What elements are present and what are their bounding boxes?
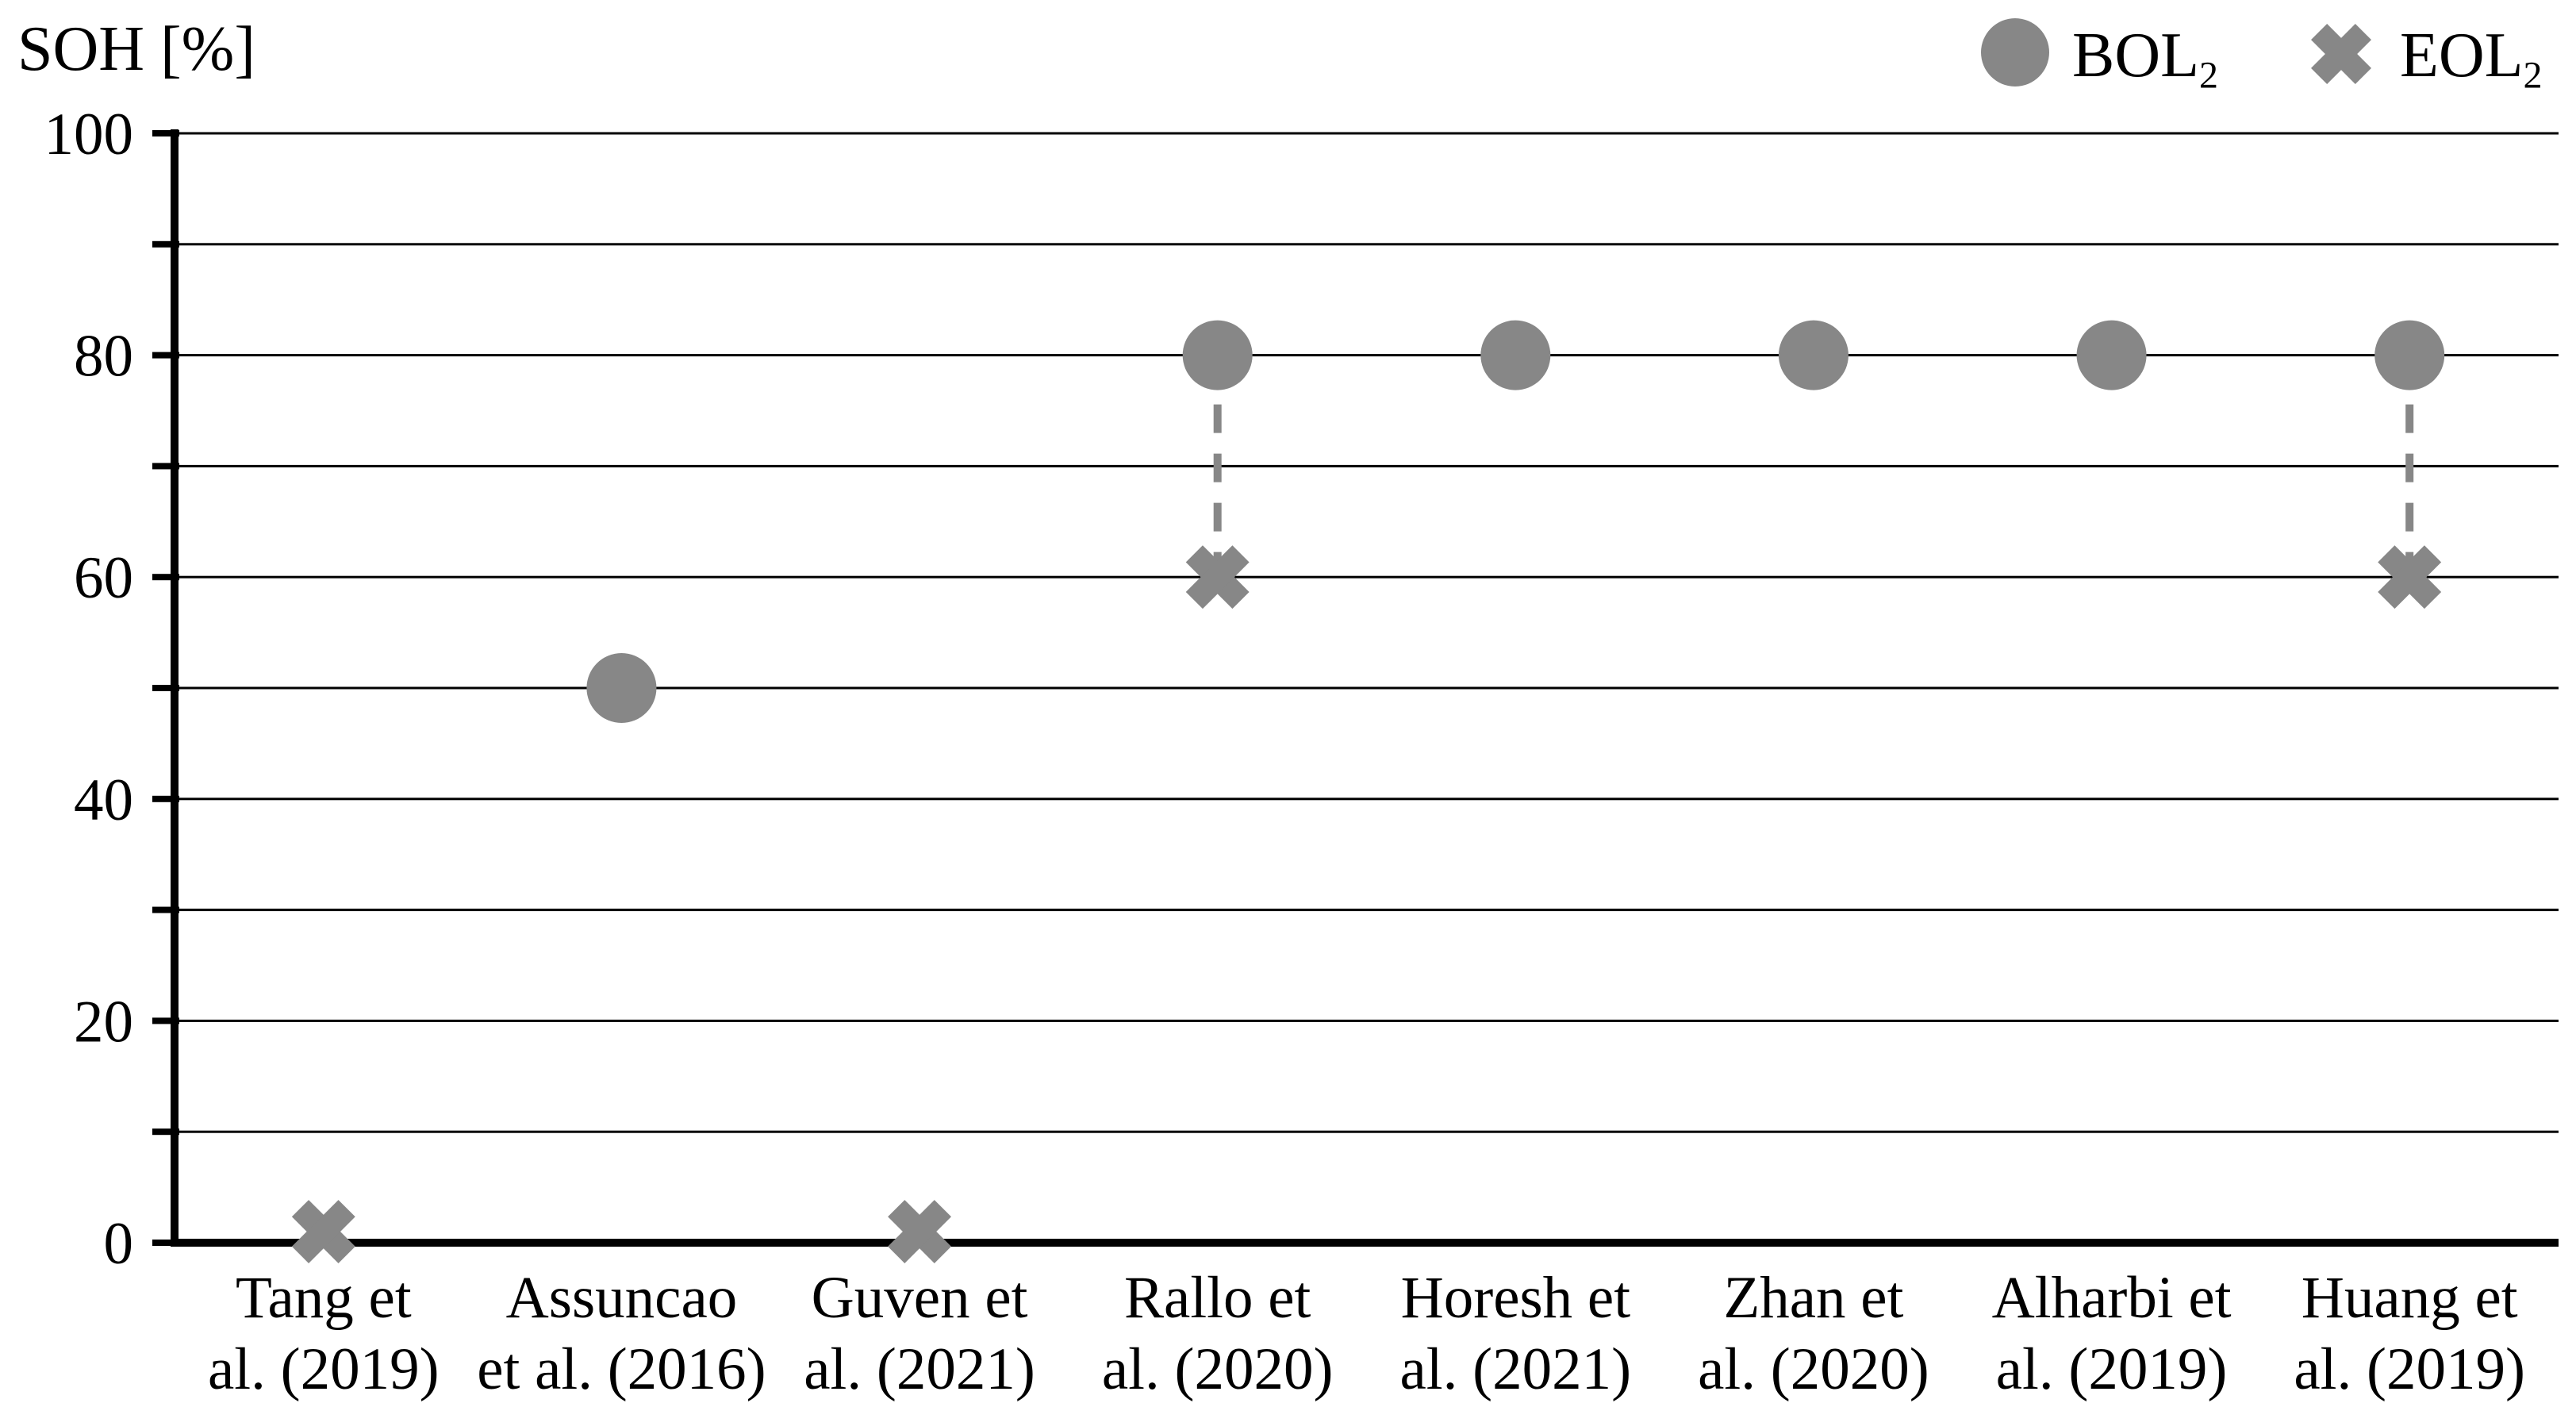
gridline [175,798,2559,801]
y-axis-tick [152,1128,179,1136]
x-marker-arm [2310,23,2372,85]
x-category-label: Assuncao [506,1265,738,1331]
x-category-label: Huang et [2302,1265,2518,1331]
x-category-label: al. (2020) [1102,1336,1334,1402]
eol-marker [291,1200,355,1263]
gridline [175,1130,2559,1133]
eol-marker [888,1200,952,1263]
legend-label-bol: BOL2 [2072,19,2218,112]
x-category-label: al. (2019) [2294,1336,2525,1402]
y-axis-tick [152,352,179,359]
legend-label-bol-subscript: 2 [2199,54,2218,97]
bol-marker [1480,320,1551,390]
eol-marker-arm [2378,545,2442,609]
bol-marker [1182,320,1253,390]
x-category-label: Zhan et [1723,1265,1903,1331]
y-axis-tick [152,1017,179,1024]
gridline [175,1019,2559,1022]
x-category-label: al. (2021) [1400,1336,1632,1402]
legend-eol-x-icon [2310,23,2372,85]
x-category-label: Alharbi et [1992,1265,2232,1331]
circle-marker-icon [1981,18,2049,86]
y-axis-tick [152,1240,179,1246]
legend-bol-circle-icon [1981,18,2049,86]
x-category-label: Rallo et [1124,1265,1311,1331]
gridline [175,575,2559,578]
legend-label-eol-text: EOL [2400,21,2524,90]
y-axis-tick [152,463,179,470]
y-axis-tick [152,240,179,248]
eol-marker [1185,545,1250,609]
y-axis-line [171,129,179,1247]
x-category-label: Guven et [812,1265,1028,1331]
eol-marker-arm [888,1200,952,1263]
gridline [175,909,2559,912]
y-axis-tick [152,130,179,136]
gridline [175,686,2559,690]
legend-label-eol: EOL2 [2400,19,2543,112]
y-tick-label: 40 [74,767,133,833]
y-axis-tick [152,906,179,913]
y-axis-tick [152,685,179,691]
eol-marker-arm [291,1200,355,1263]
legend-label-eol-subscript: 2 [2523,54,2543,97]
gridline [175,243,2559,246]
bol-marker [1778,320,1849,390]
bol-marker [2076,320,2147,390]
bol-marker [586,653,657,723]
y-axis-title: SOH [%] [17,14,255,84]
gridline [175,464,2559,467]
y-tick-label: 100 [44,102,134,167]
x-category-label: Horesh et [1401,1265,1631,1331]
y-tick-label: 0 [104,1211,134,1277]
x-category-label: al. (2019) [1996,1336,2228,1402]
y-tick-label: 60 [74,545,133,611]
gridline [175,354,2559,357]
eol-marker-arm [1185,545,1250,609]
y-tick-label: 80 [74,324,133,390]
eol-marker [2378,545,2442,609]
gridline [175,132,2559,135]
y-tick-label: 20 [74,989,133,1055]
x-category-label: et al. (2016) [477,1336,766,1402]
bol-marker [2374,320,2445,390]
x-category-label: al. (2020) [1698,1336,1929,1402]
x-axis-line [171,1239,2559,1247]
x-category-label: al. (2021) [804,1336,1035,1402]
y-axis-tick [152,795,179,802]
x-category-label: Tang et [236,1265,412,1331]
legend-label-bol-text: BOL [2072,21,2199,90]
y-axis-tick [152,574,179,581]
x-category-label: al. (2019) [208,1336,440,1402]
